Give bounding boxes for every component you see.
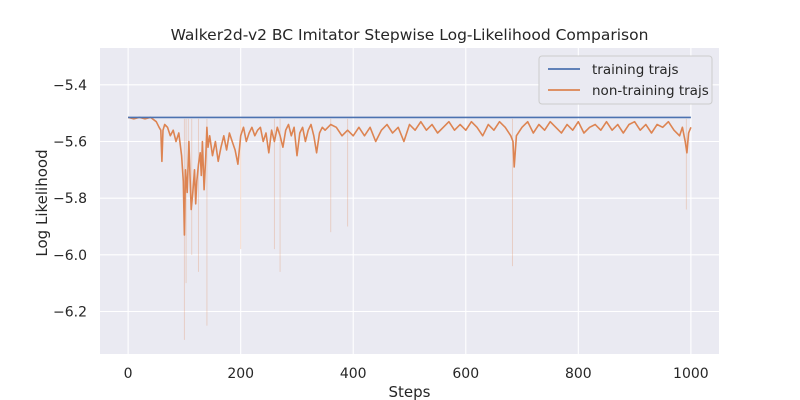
chart-title: Walker2d-v2 BC Imitator Stepwise Log-Lik… xyxy=(171,26,649,44)
y-tick-label: −6.0 xyxy=(53,248,87,264)
series-lines xyxy=(127,116,692,236)
x-tick-label: 0 xyxy=(124,366,133,382)
series-line-non_training xyxy=(127,116,692,236)
x-tick-label: 200 xyxy=(227,366,254,382)
x-axis-label: Steps xyxy=(389,383,431,400)
y-tick-label: −5.4 xyxy=(53,78,87,94)
x-tick-label: 1000 xyxy=(673,366,709,382)
y-tick-label: −6.2 xyxy=(53,305,87,321)
x-tick-label: 600 xyxy=(452,366,479,382)
x-tick-label: 800 xyxy=(565,366,592,382)
y-tick-label: −5.8 xyxy=(53,191,87,207)
legend-label-training: training trajs xyxy=(592,62,679,78)
x-ticks: 0 200 400 600 800 1000 xyxy=(124,366,709,382)
x-tick-label: 400 xyxy=(340,366,367,382)
legend-box xyxy=(538,55,713,105)
legend: training trajs non-training trajs xyxy=(538,55,713,105)
y-tick-label: −5.6 xyxy=(53,135,87,151)
y-axis-label: Log Likelihood xyxy=(33,149,51,256)
legend-label-non-training: non-training trajs xyxy=(592,83,709,99)
y-ticks: −6.2 −6.0 −5.8 −5.6 −5.4 xyxy=(53,78,87,321)
